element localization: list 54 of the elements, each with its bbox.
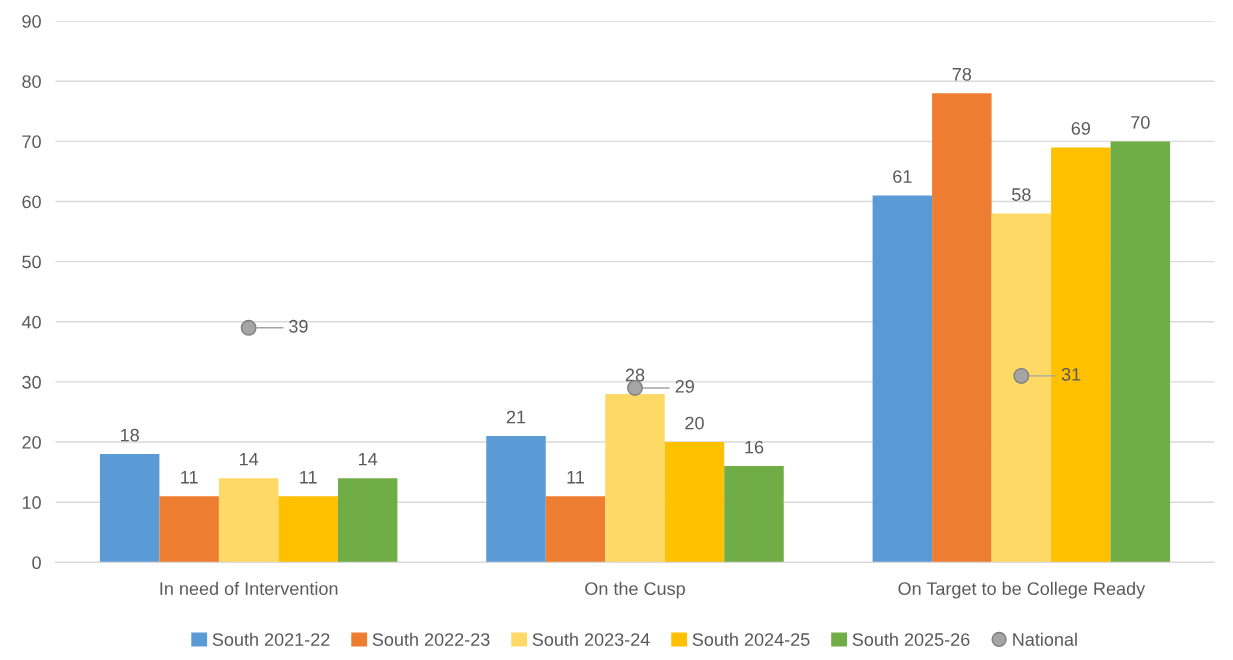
bar — [486, 436, 546, 563]
legend-label: South 2021-22 — [212, 632, 330, 646]
y-tick-label: 80 — [22, 75, 41, 88]
data-label: 16 — [745, 440, 764, 454]
y-tick-label: 50 — [22, 255, 41, 269]
data-label: 28 — [625, 368, 645, 382]
bar — [872, 195, 933, 563]
data-label: 14 — [358, 452, 378, 466]
bar — [278, 496, 338, 563]
bar — [1051, 147, 1111, 563]
legend-label: South 2022-23 — [372, 632, 490, 646]
data-label: 20 — [685, 416, 704, 430]
x-tick-label: In need of Intervention — [160, 581, 338, 596]
y-tick-label: 70 — [22, 135, 41, 149]
legend-label: National — [1013, 632, 1077, 646]
legend-label: South 2023-24 — [532, 632, 650, 646]
bar — [991, 213, 1052, 563]
data-label: 18 — [121, 428, 139, 442]
bar — [99, 454, 160, 563]
data-label: 11 — [300, 470, 317, 484]
data-label: 61 — [893, 170, 912, 183]
bar — [337, 478, 398, 563]
data-label: 39 — [289, 319, 308, 333]
y-tick-label: 60 — [22, 195, 41, 209]
y-tick-label: 30 — [22, 375, 41, 389]
y-tick-label: 20 — [22, 435, 41, 449]
y-tick-label: 90 — [22, 15, 41, 28]
bar — [218, 478, 279, 563]
bar — [1110, 141, 1171, 563]
data-label: 14 — [239, 452, 259, 466]
y-tick-label: 10 — [22, 496, 41, 509]
data-label: 69 — [1071, 122, 1091, 135]
x-tick-label: On the Cusp — [585, 581, 685, 599]
data-label: 78 — [952, 67, 972, 81]
bar — [724, 466, 784, 563]
data-label: 11 — [181, 470, 198, 484]
legend-label: South 2025-26 — [852, 632, 970, 646]
bar — [545, 496, 606, 563]
bar — [664, 442, 725, 563]
data-label: 11 — [567, 470, 584, 484]
bar — [932, 93, 992, 563]
data-label: 70 — [1131, 116, 1150, 129]
bar — [605, 393, 665, 563]
data-label: 21 — [506, 410, 526, 424]
point — [240, 319, 257, 336]
data-label: 29 — [675, 379, 694, 393]
bar — [159, 496, 219, 563]
data-label: 58 — [1012, 188, 1031, 201]
legend-label: South 2024-25 — [692, 632, 810, 646]
data-label: 31 — [1061, 367, 1081, 381]
point — [1013, 367, 1030, 384]
y-tick-label: 40 — [21, 315, 41, 329]
x-tick-label: On Target to be College Ready — [898, 581, 1146, 599]
y-tick-label: 0 — [32, 556, 41, 570]
